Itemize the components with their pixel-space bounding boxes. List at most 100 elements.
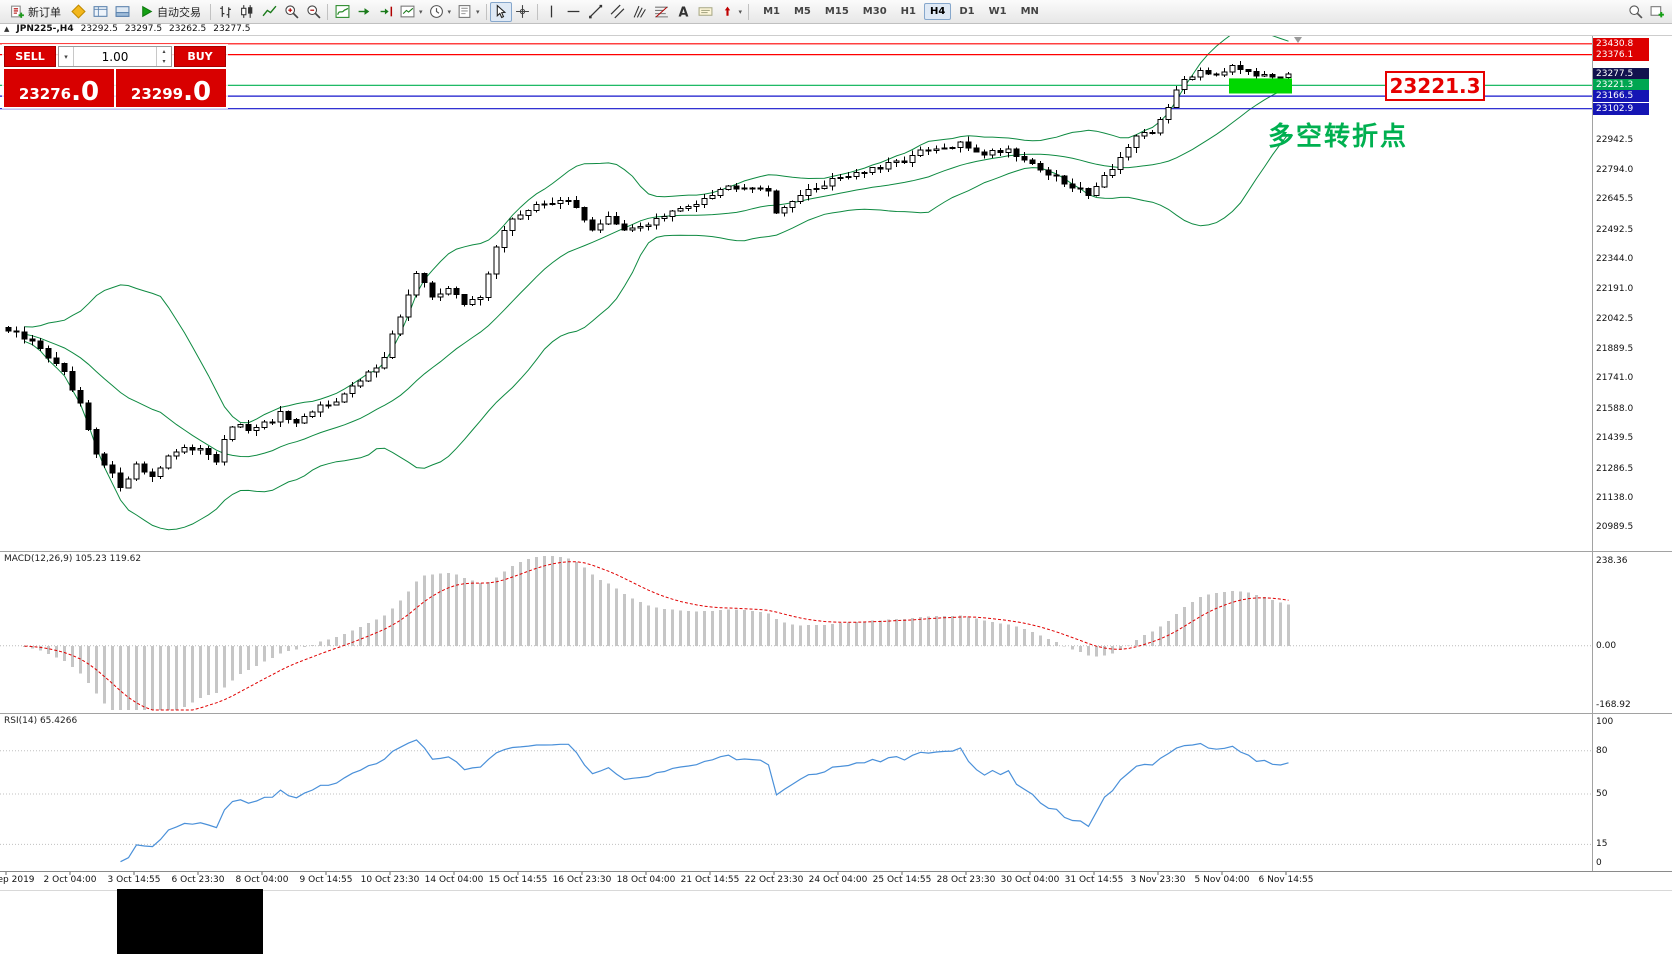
auto-scroll-icon xyxy=(357,4,372,19)
zoom-in-icon xyxy=(284,4,299,19)
market-watch-button[interactable] xyxy=(89,2,111,22)
buy-price-box[interactable]: 23299 .0 xyxy=(116,69,226,107)
templates-button[interactable]: ▾ xyxy=(454,2,483,22)
market-watch-icon xyxy=(93,4,108,19)
terminal-button[interactable] xyxy=(111,2,133,22)
zoom-out-icon xyxy=(306,4,321,19)
timeframe-button-mn[interactable]: MN xyxy=(1020,6,1039,17)
chart-shift-marker-icon xyxy=(1294,37,1302,43)
zoom-in-button[interactable] xyxy=(280,2,302,22)
metaeditor-icon xyxy=(70,4,86,19)
volume-control: ▾ 1.00 ▴ ▾ xyxy=(58,46,172,67)
candlestick-chart-icon xyxy=(240,4,255,19)
channel-icon xyxy=(610,4,625,19)
timeframe-button-h1[interactable]: H1 xyxy=(900,6,916,17)
macd-indicator-label: MACD(12,26,9) 105.23 119.62 xyxy=(4,554,142,564)
ohlc-close: 23277.5 xyxy=(213,24,251,34)
channel-button[interactable] xyxy=(607,2,629,22)
volume-spinner: ▴ ▾ xyxy=(156,47,171,66)
toolbar-separator xyxy=(748,3,750,20)
arrow-tools-icon xyxy=(720,4,735,19)
buy-button[interactable]: BUY xyxy=(174,46,226,67)
add-chart-button[interactable] xyxy=(1646,2,1668,22)
volume-dropdown-icon[interactable]: ▾ xyxy=(59,47,74,66)
sell-button-label: SELL xyxy=(15,50,45,63)
zoom-out-button[interactable] xyxy=(302,2,324,22)
new-order-button[interactable]: 新订单 xyxy=(4,2,67,22)
timeframe-group: M1 M5 M15 M30 H1 H4 D1 W1 MN xyxy=(756,3,1046,20)
text-label-icon xyxy=(698,4,713,19)
cursor-icon xyxy=(493,4,508,19)
templates-icon xyxy=(457,4,472,19)
timeframe-button-h4[interactable]: H4 xyxy=(923,3,952,20)
crosshair-icon xyxy=(515,4,530,19)
price-scale[interactable] xyxy=(1592,36,1672,871)
cursor-button[interactable] xyxy=(489,1,512,22)
bar-chart-icon xyxy=(218,4,233,19)
buy-price: 23299 xyxy=(130,85,184,103)
main-toolbar: 新订单 自动交易 ▾ ▾ ▾ A ▾ M1 M5 M15 M30 H1 H4 D1 W1 MN xyxy=(0,0,1672,24)
indicators-button[interactable] xyxy=(331,2,353,22)
chart-shift-button[interactable] xyxy=(375,2,397,22)
text-button[interactable]: A xyxy=(673,2,695,22)
toolbar-separator xyxy=(536,3,538,20)
horizontal-line-icon xyxy=(566,4,581,19)
volume-input[interactable]: 1.00 xyxy=(101,49,129,64)
auto-trading-button[interactable]: 自动交易 xyxy=(133,2,207,22)
vertical-line-button[interactable] xyxy=(541,2,563,22)
timeframe-button-m30[interactable]: M30 xyxy=(862,6,887,17)
new-chart-button[interactable]: ▾ xyxy=(397,2,426,22)
timeframe-button-m15[interactable]: M15 xyxy=(824,6,849,17)
timeframe-button-m1[interactable]: M1 xyxy=(763,6,780,17)
candlestick-chart-button[interactable] xyxy=(236,2,258,22)
new-chart-icon xyxy=(400,4,415,19)
toolbar-separator xyxy=(327,3,328,20)
time-axis[interactable] xyxy=(0,871,1592,890)
sell-button[interactable]: SELL xyxy=(4,46,56,67)
bar-chart-button[interactable] xyxy=(214,2,236,22)
fibonacci-button[interactable] xyxy=(651,2,673,22)
ohlc-low: 23262.5 xyxy=(169,24,207,34)
trendline-button[interactable] xyxy=(585,2,607,22)
chevron-down-icon: ▾ xyxy=(419,7,423,16)
chevron-down-icon: ▾ xyxy=(447,7,452,16)
new-order-label: 新订单 xyxy=(28,5,61,19)
andrews-pitchfork-button[interactable] xyxy=(629,2,651,22)
search-button[interactable] xyxy=(1624,2,1646,22)
svg-text:A: A xyxy=(679,5,689,19)
auto-scroll-button[interactable] xyxy=(353,2,375,22)
turning-point-annotation[interactable]: 多空转折点 xyxy=(1268,122,1409,152)
timeframe-button-m5[interactable]: M5 xyxy=(793,6,811,17)
text-label-button[interactable] xyxy=(695,2,717,22)
crosshair-button[interactable] xyxy=(512,2,534,22)
volume-increment-button[interactable]: ▴ xyxy=(162,48,166,56)
new-order-icon xyxy=(10,4,25,19)
arrow-tools-button[interactable]: ▾ xyxy=(717,2,746,22)
horizontal-line-button[interactable] xyxy=(563,2,585,22)
chevron-down-icon: ▾ xyxy=(738,7,743,16)
periods-button[interactable]: ▾ xyxy=(426,2,455,22)
ohlc-open: 23292.5 xyxy=(80,24,118,34)
add-chart-icon xyxy=(1650,4,1665,19)
indicators-icon xyxy=(335,4,350,19)
volume-decrement-button[interactable]: ▾ xyxy=(162,57,166,65)
toolbar-right-group xyxy=(1624,2,1668,22)
toolbar-separator xyxy=(210,3,211,20)
ohlc-high: 23297.5 xyxy=(124,24,163,34)
metaeditor-button[interactable] xyxy=(67,2,89,22)
text-icon: A xyxy=(676,4,691,19)
search-icon xyxy=(1628,4,1643,19)
line-chart-button[interactable] xyxy=(258,2,280,22)
line-chart-icon xyxy=(262,4,277,19)
toolbar-separator xyxy=(485,3,487,20)
chart-title-bar: ▲ JPN225-,H4 23292.5 23297.5 23262.5 232… xyxy=(0,24,1672,36)
timeframe-button-d1[interactable]: D1 xyxy=(959,6,975,17)
collapse-arrow-icon[interactable]: ▲ xyxy=(4,25,10,33)
timeframe-button-w1[interactable]: W1 xyxy=(988,6,1007,17)
one-click-trading-panel: SELL ▾ 1.00 ▴ ▾ BUY 23276 .0 23299 .0 xyxy=(2,44,228,109)
sell-price-frac: .0 xyxy=(71,77,100,107)
terminal-icon xyxy=(115,4,130,19)
price-annotation-box[interactable]: 23221.3 xyxy=(1385,71,1485,101)
sell-price-box[interactable]: 23276 .0 xyxy=(4,69,114,107)
